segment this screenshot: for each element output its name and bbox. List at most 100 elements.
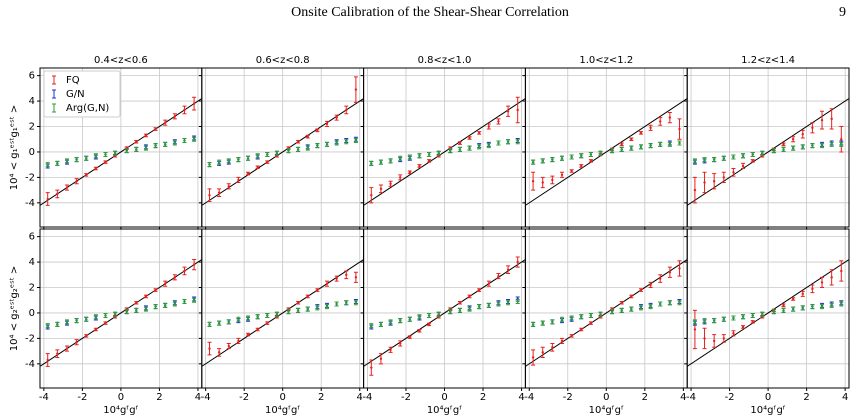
point [306,307,309,311]
point [678,301,681,304]
point [208,194,211,197]
point [487,144,491,147]
point [732,171,735,174]
x-tick-label: 2 [156,392,162,403]
point [712,339,716,343]
legend-label: Arg(G,N) [66,103,109,114]
point [751,320,754,324]
panel: 1.0<z<1.2 [522,55,688,230]
point [398,342,402,345]
point [541,159,544,163]
point [639,145,643,149]
point [164,282,167,285]
point [487,125,491,128]
point [551,346,554,349]
point [144,295,148,298]
point [398,157,402,160]
point [56,162,59,165]
point [325,282,329,285]
point [418,164,421,168]
point [516,300,519,303]
point [703,158,706,161]
point [589,153,593,156]
point [325,305,329,308]
point [791,297,795,301]
point [408,335,412,339]
point [722,337,725,340]
x-tick-label: 4 [357,392,363,403]
point [668,143,672,146]
point [830,117,833,121]
point [722,157,725,160]
point [113,313,117,316]
point [772,149,776,152]
point [620,148,623,151]
x-tick-label: 4 [518,392,524,403]
panel: 0.8<z<1.0 [360,55,526,230]
point [227,159,230,163]
point [693,188,697,192]
point [487,282,491,285]
point [541,321,544,325]
point [144,134,148,137]
point [192,299,196,302]
point [820,305,824,308]
point [46,163,49,166]
point [531,356,535,359]
point [427,159,431,163]
point [599,152,602,155]
point [173,115,177,118]
point [306,135,309,138]
point [506,268,510,271]
point [580,164,583,168]
x-axis-label: 10⁴gᶠgᶠ [427,405,462,416]
point [217,191,221,194]
point [94,328,98,331]
point [237,178,240,182]
point [75,180,78,183]
point [761,313,764,316]
legend-marker [52,103,56,113]
y-tick-label: 4 [29,96,35,107]
point [570,169,573,173]
x-tick-label: -4 [686,392,696,403]
point [125,310,128,313]
point [246,157,250,160]
x-tick-label: 4 [195,392,201,403]
point [497,120,500,123]
point [398,319,402,322]
point [693,328,697,331]
point [620,301,623,304]
point [389,348,392,352]
point [296,140,300,143]
point [468,295,471,298]
identity-line [525,98,688,206]
point [560,173,564,177]
y-axis-label: 10⁴ < g₂ᵉˢᵗg₂ᵉˢᵗ > [9,266,20,351]
point [741,315,745,318]
x-tick-label: 4 [680,392,686,403]
point [345,301,348,304]
point [65,159,69,163]
point [85,173,88,177]
point [398,176,402,179]
point [487,304,491,307]
point [46,197,49,201]
point [316,306,319,310]
point [772,310,776,313]
point [427,153,431,156]
point [75,158,78,161]
x-tick-label: -2 [77,392,87,403]
point [135,309,138,312]
x-tick-label: 0 [280,392,286,403]
point [620,143,623,146]
point [801,132,804,136]
point [104,153,107,156]
point [560,157,564,160]
point [275,313,279,316]
y-tick-label: 6 [29,71,35,82]
point [811,305,814,308]
point [551,320,554,324]
point [541,351,544,354]
point [531,180,535,183]
